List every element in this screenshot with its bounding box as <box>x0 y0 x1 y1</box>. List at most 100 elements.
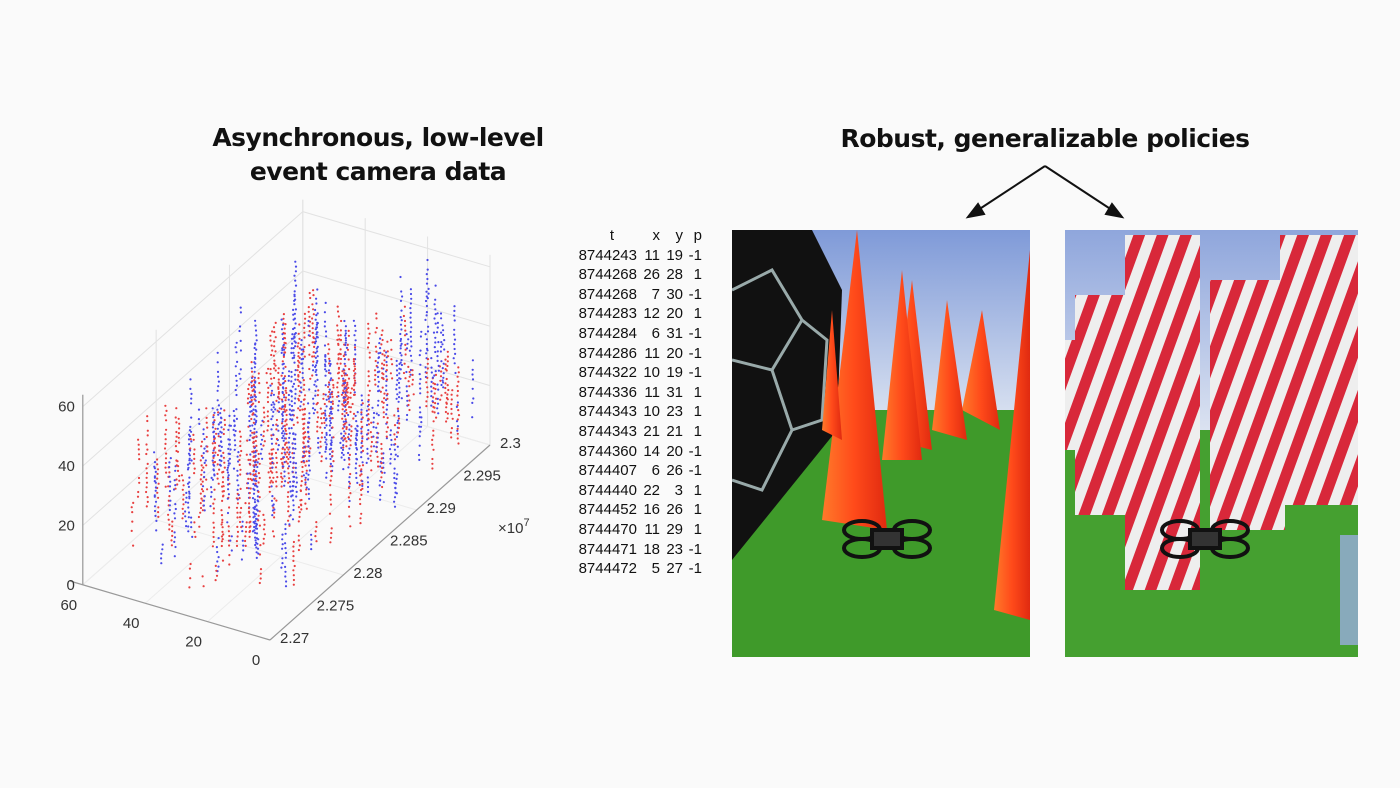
event-point <box>370 459 373 462</box>
event-point <box>277 401 280 404</box>
event-point <box>348 458 351 461</box>
event-point <box>255 504 258 507</box>
event-point <box>432 420 435 423</box>
event-point <box>222 428 225 431</box>
event-point <box>407 380 410 383</box>
event-point <box>145 443 148 446</box>
event-point <box>253 515 256 518</box>
event-point <box>324 393 327 396</box>
event-point <box>385 408 388 411</box>
event-point <box>300 484 303 487</box>
event-point <box>398 367 401 370</box>
cell-p: 1 <box>693 266 702 284</box>
event-point <box>283 396 286 399</box>
event-point <box>168 466 171 469</box>
event-point <box>365 409 368 412</box>
table-row: 8744268 7 30 -1 <box>566 285 702 305</box>
event-point <box>440 341 443 344</box>
event-point <box>399 344 402 347</box>
event-point <box>290 347 293 350</box>
cell-y: 23 <box>666 403 683 421</box>
event-point <box>216 453 219 457</box>
event-point <box>379 498 382 501</box>
event-point <box>255 444 258 447</box>
event-point <box>409 311 412 314</box>
event-point <box>353 374 356 377</box>
event-point <box>397 410 400 413</box>
event-point <box>289 490 292 493</box>
event-point <box>379 494 382 497</box>
event-point <box>281 447 284 450</box>
event-point <box>291 485 294 488</box>
event-point <box>404 324 407 327</box>
event-point <box>301 371 304 375</box>
event-point <box>201 509 204 512</box>
event-point <box>312 289 315 292</box>
event-point <box>164 461 167 465</box>
event-point <box>442 381 445 384</box>
event-point <box>284 346 287 349</box>
event-point <box>352 417 355 420</box>
cell-p: 1 <box>693 383 702 401</box>
event-point <box>145 505 148 508</box>
event-point <box>445 377 448 381</box>
event-point <box>178 441 181 444</box>
event-point <box>293 312 296 315</box>
event-point <box>292 327 295 331</box>
cell-y: 31 <box>666 383 683 401</box>
event-point <box>411 383 414 386</box>
event-point <box>193 457 196 460</box>
event-point <box>345 385 348 388</box>
event-point <box>456 432 459 435</box>
event-point <box>394 486 397 489</box>
event-point <box>199 492 202 495</box>
event-point <box>253 512 256 515</box>
event-point <box>355 476 358 479</box>
event-point <box>283 408 286 411</box>
event-point <box>227 483 230 486</box>
event-point <box>300 480 303 483</box>
event-point <box>436 326 439 329</box>
event-point <box>251 436 254 439</box>
event-point <box>253 522 256 525</box>
event-point <box>253 398 256 401</box>
event-point <box>249 405 252 408</box>
event-point <box>222 451 225 454</box>
event-point <box>165 419 168 422</box>
event-point <box>221 559 225 562</box>
event-point <box>426 376 429 379</box>
event-point <box>285 441 288 444</box>
event-point <box>283 424 286 427</box>
event-point <box>236 516 239 519</box>
event-point <box>395 383 398 386</box>
event-point <box>267 420 270 423</box>
event-point <box>434 284 437 287</box>
event-point <box>297 548 300 552</box>
event-point <box>210 495 213 498</box>
event-point <box>329 493 332 496</box>
event-point <box>361 482 364 486</box>
event-point <box>285 391 288 394</box>
event-point <box>395 435 398 438</box>
event-point <box>138 481 141 484</box>
event-point <box>343 374 346 377</box>
cell-t: 8744343 <box>578 422 637 440</box>
event-point <box>311 303 314 306</box>
event-point <box>267 424 270 427</box>
event-point <box>405 390 408 393</box>
event-point <box>330 475 333 478</box>
event-point <box>272 354 275 357</box>
event-point <box>380 442 383 446</box>
event-point <box>307 306 310 309</box>
event-point <box>190 392 193 395</box>
event-point <box>374 359 377 363</box>
event-point <box>277 395 280 398</box>
event-point <box>168 471 171 474</box>
event-point <box>324 384 327 387</box>
event-point <box>338 400 341 403</box>
event-point <box>379 479 382 482</box>
event-point <box>258 524 261 527</box>
event-point <box>273 511 276 514</box>
event-point <box>284 380 287 383</box>
grid-line <box>82 389 304 586</box>
